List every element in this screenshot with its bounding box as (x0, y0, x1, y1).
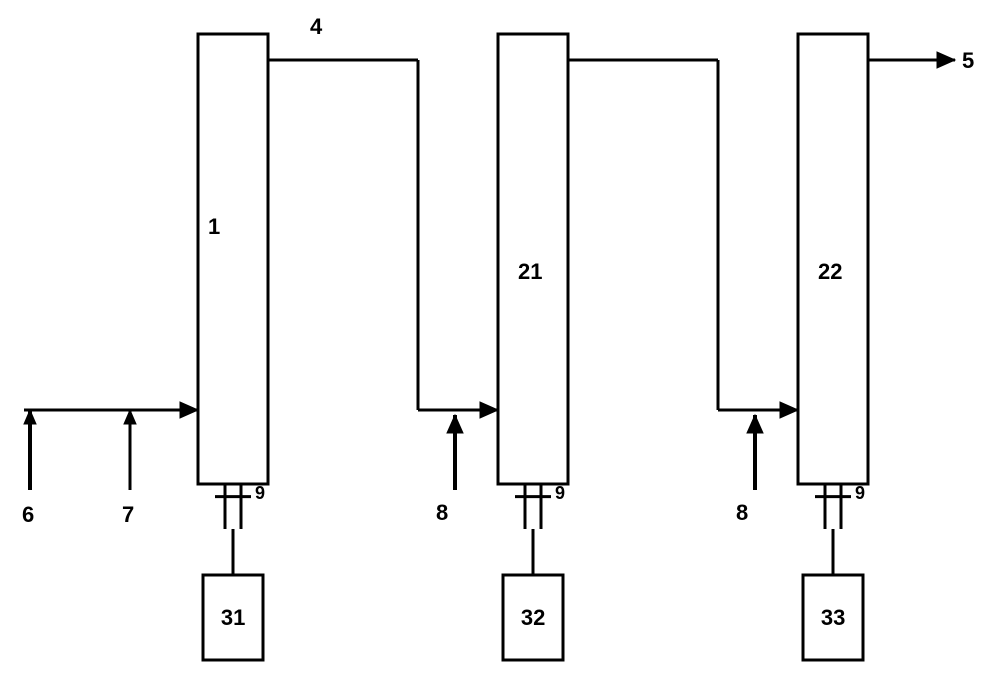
column-label-22: 22 (818, 259, 842, 285)
tank-label-33: 33 (821, 605, 845, 631)
tank-label-31: 31 (221, 605, 245, 631)
label-8-0: 8 (436, 500, 448, 526)
column-label-1: 1 (208, 214, 220, 240)
valve-label-9-tank31: 9 (255, 483, 265, 504)
label-6: 6 (22, 502, 34, 528)
label-4: 4 (310, 14, 322, 40)
valve-label-9-tank32: 9 (555, 483, 565, 504)
label-7: 7 (122, 502, 134, 528)
label-8-1: 8 (736, 500, 748, 526)
diagram-stage: 1 21 22 9 31 9 32 9 33 6 7 4 8 8 5 (0, 0, 1000, 679)
label-5: 5 (962, 48, 974, 74)
column-label-21: 21 (518, 259, 542, 285)
tank-label-32: 32 (521, 605, 545, 631)
diagram-svg (0, 0, 1000, 679)
valve-label-9-tank33: 9 (855, 483, 865, 504)
